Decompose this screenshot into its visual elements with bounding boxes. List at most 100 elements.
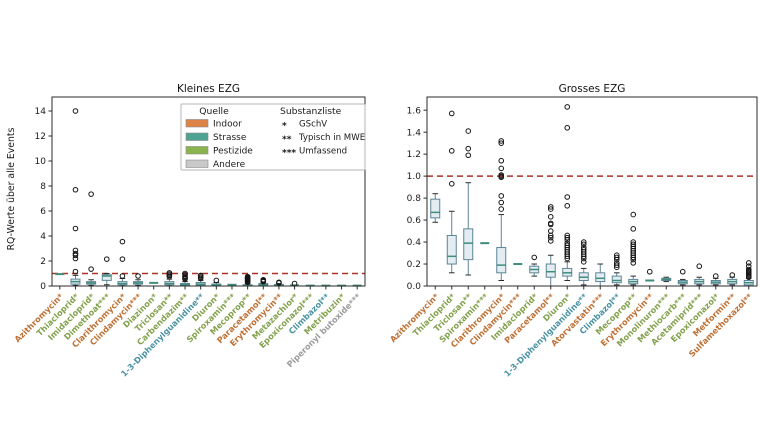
y-tick-label: 1.0 <box>407 172 422 182</box>
chart-title-kleines-ezg: Kleines EZG <box>176 83 241 95</box>
outlier-point <box>197 272 204 279</box>
legend-label-pestizide: Pestizide <box>213 147 253 157</box>
boxplot-erythromycin <box>273 279 284 287</box>
outlier-point <box>72 108 79 114</box>
boxplot-sulfamethoxazol <box>743 260 754 287</box>
outlier-point <box>630 226 637 232</box>
box <box>430 198 441 219</box>
boxplot-paracetamol <box>258 276 269 287</box>
outlier-point <box>498 172 505 178</box>
chart-panel-grosses-ezg: Grosses EZG 0.0 0.2 0.4 0.6 0.8 1.0 1.2 1.4 1.6 A… <box>380 0 760 440</box>
outlier-point <box>712 273 719 279</box>
legend-symbol-3-star: *** <box>282 149 296 159</box>
boxplot-mecoprop <box>242 273 253 287</box>
outlier-point <box>547 220 554 227</box>
legend-label-indoor: Indoor <box>213 120 242 130</box>
outlier-point <box>547 213 554 220</box>
chart-title-grosses-ezg: Grosses EZG <box>558 83 626 95</box>
boxplot-clarithromycin <box>117 238 128 287</box>
outlier-point <box>244 273 251 280</box>
outlier-point <box>646 268 653 275</box>
outlier-point <box>72 268 79 275</box>
outlier-point <box>564 240 571 246</box>
boxplot-paracetamol <box>545 204 556 287</box>
boxplot-metazachlor <box>290 280 300 287</box>
y-tick-label: 1.2 <box>407 150 421 160</box>
boxplot-diuron <box>211 277 222 287</box>
legend-label-typisch-in-mwe: Typisch in MWE <box>298 133 365 143</box>
boxplot-azithromycin <box>430 193 441 223</box>
boxplot-imidacloprid <box>529 254 540 277</box>
outlier-point <box>564 202 571 209</box>
outlier-point <box>613 252 620 259</box>
boxplot-kleines-ezg: 02468101214Azithromycin*Thiacloprid*Imid… <box>12 96 366 379</box>
outlier-point <box>498 157 505 164</box>
outlier-point <box>564 242 571 249</box>
outlier-point <box>88 266 94 272</box>
outlier-point <box>580 239 587 245</box>
boxplot-erythromycin <box>645 268 655 282</box>
outlier-point <box>119 273 126 279</box>
boxplot-1-3-diphenylguanidine <box>578 239 589 286</box>
y-tick-label: 0 <box>40 282 46 292</box>
boxplot-acetamiprid <box>694 263 705 286</box>
outlier-point <box>630 260 637 266</box>
boxplot-thiacloprid <box>446 110 457 274</box>
boxplot-dimethoat <box>101 256 112 286</box>
outlier-point <box>630 211 637 218</box>
box <box>446 234 457 265</box>
boxplot-triclosan <box>463 128 474 276</box>
boxplot-epoxiconazol <box>710 273 721 286</box>
outlier-point <box>448 181 455 187</box>
outlier-point <box>613 262 620 268</box>
boxplot-clarithromycin <box>496 138 507 282</box>
legend-symbol-1-star: * <box>282 122 287 132</box>
outlier-point <box>745 266 752 273</box>
outlier-point <box>448 148 455 154</box>
outlier-point <box>580 244 587 251</box>
y-tick-label: 10 <box>35 157 47 167</box>
boxplot-triclosan <box>164 270 175 287</box>
outlier-point <box>547 234 554 241</box>
outlier-point <box>465 152 472 159</box>
y-tick-label: 0.0 <box>407 282 422 292</box>
outlier-point <box>580 259 587 265</box>
outlier-point <box>498 199 505 206</box>
y-tick-label: 4 <box>40 232 46 242</box>
outlier-point <box>630 241 637 248</box>
outlier-point <box>630 239 637 245</box>
outlier-point <box>547 206 554 212</box>
outlier-point <box>547 238 554 244</box>
outlier-point <box>119 238 126 245</box>
outlier-point <box>580 246 587 253</box>
boxplot-metformin <box>727 272 738 286</box>
outlier-point <box>564 124 571 131</box>
outlier-point <box>119 256 126 262</box>
legend: Quelle Indoor Strasse Pestizide Andere Substa… <box>180 103 366 171</box>
outlier-point <box>498 206 505 212</box>
boxplot-diuron <box>562 104 573 282</box>
outlier-point <box>580 241 587 248</box>
outlier-point <box>135 273 141 279</box>
plot-frame <box>426 96 758 287</box>
y-tick-label: 1.4 <box>407 128 422 138</box>
box <box>545 263 556 278</box>
outlier-point <box>72 186 79 193</box>
outlier-point <box>88 191 94 197</box>
boxplot-clindamycin <box>133 273 144 286</box>
outlier-point <box>276 279 282 286</box>
legend-swatch-andere <box>185 159 209 168</box>
y-tick-label: 6 <box>40 207 46 217</box>
outlier-point <box>498 140 505 146</box>
outlier-point <box>448 110 455 117</box>
outlier-point <box>72 250 79 257</box>
y-tick-label: 0.8 <box>407 194 422 204</box>
box <box>595 272 606 283</box>
outlier-point <box>72 225 79 232</box>
outlier-point <box>182 270 188 277</box>
outlier-point <box>745 263 752 270</box>
y-tick-label: 12 <box>35 132 46 142</box>
y-tick-label: 2 <box>40 257 46 267</box>
y-tick-label: 0.6 <box>407 216 422 226</box>
